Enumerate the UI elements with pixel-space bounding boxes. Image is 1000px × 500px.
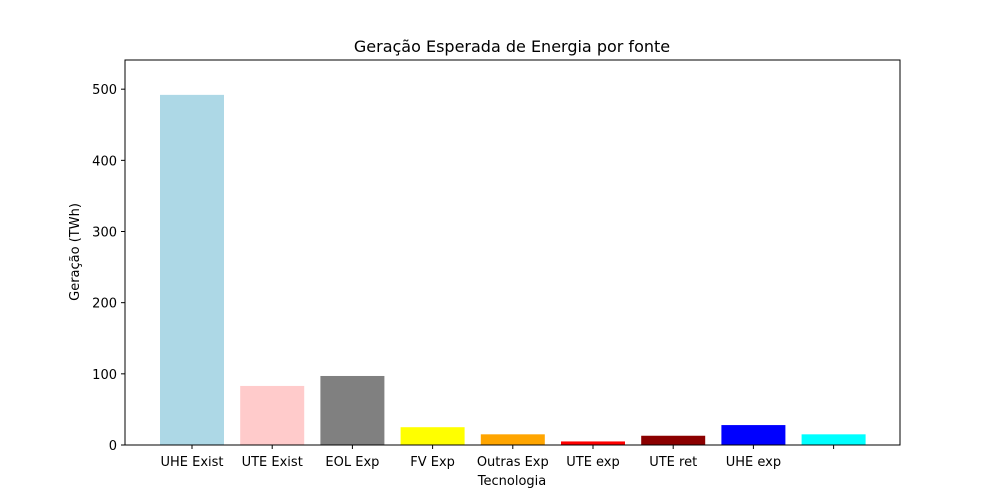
x-tick-label: FV Exp — [410, 455, 455, 470]
plot-frame — [124, 59, 901, 446]
bar — [320, 375, 385, 445]
bar — [480, 434, 545, 445]
bar — [641, 435, 706, 445]
y-tick-label: 300 — [92, 226, 117, 241]
x-tick-label: UHE Exist — [160, 455, 223, 470]
y-tick-label: 0 — [109, 439, 117, 454]
y-tick-label: 100 — [92, 368, 117, 383]
bar — [160, 94, 224, 446]
y-axis-ticks: 0 100 200 300 400 500 — [92, 83, 125, 454]
x-axis-label: Tecnologia — [477, 474, 546, 489]
y-tick-label: 500 — [92, 83, 117, 98]
x-tick-label: UTE ret — [649, 455, 697, 470]
x-tick-label: EOL Exp — [325, 455, 379, 470]
bar — [801, 434, 866, 445]
x-tick-label: UHE exp — [726, 455, 781, 470]
x-tick-label: UTE Exist — [242, 455, 303, 470]
y-axis-label: Geração (TWh) — [68, 203, 83, 301]
bar — [721, 425, 786, 445]
bar — [561, 441, 625, 445]
x-axis-ticks: UHE Exist UTE Exist EOL Exp FV Exp Outras Ex… — [160, 445, 835, 470]
chart-title: Geração Esperada de Energia por fonte — [354, 37, 670, 56]
y-tick-label: 200 — [92, 297, 117, 312]
x-tick-label: UTE exp — [566, 455, 620, 470]
bar — [400, 427, 465, 445]
x-tick-label: Outras Exp — [477, 455, 549, 470]
bar — [240, 385, 305, 445]
y-tick-label: 400 — [92, 154, 117, 169]
bars-group — [160, 94, 866, 446]
